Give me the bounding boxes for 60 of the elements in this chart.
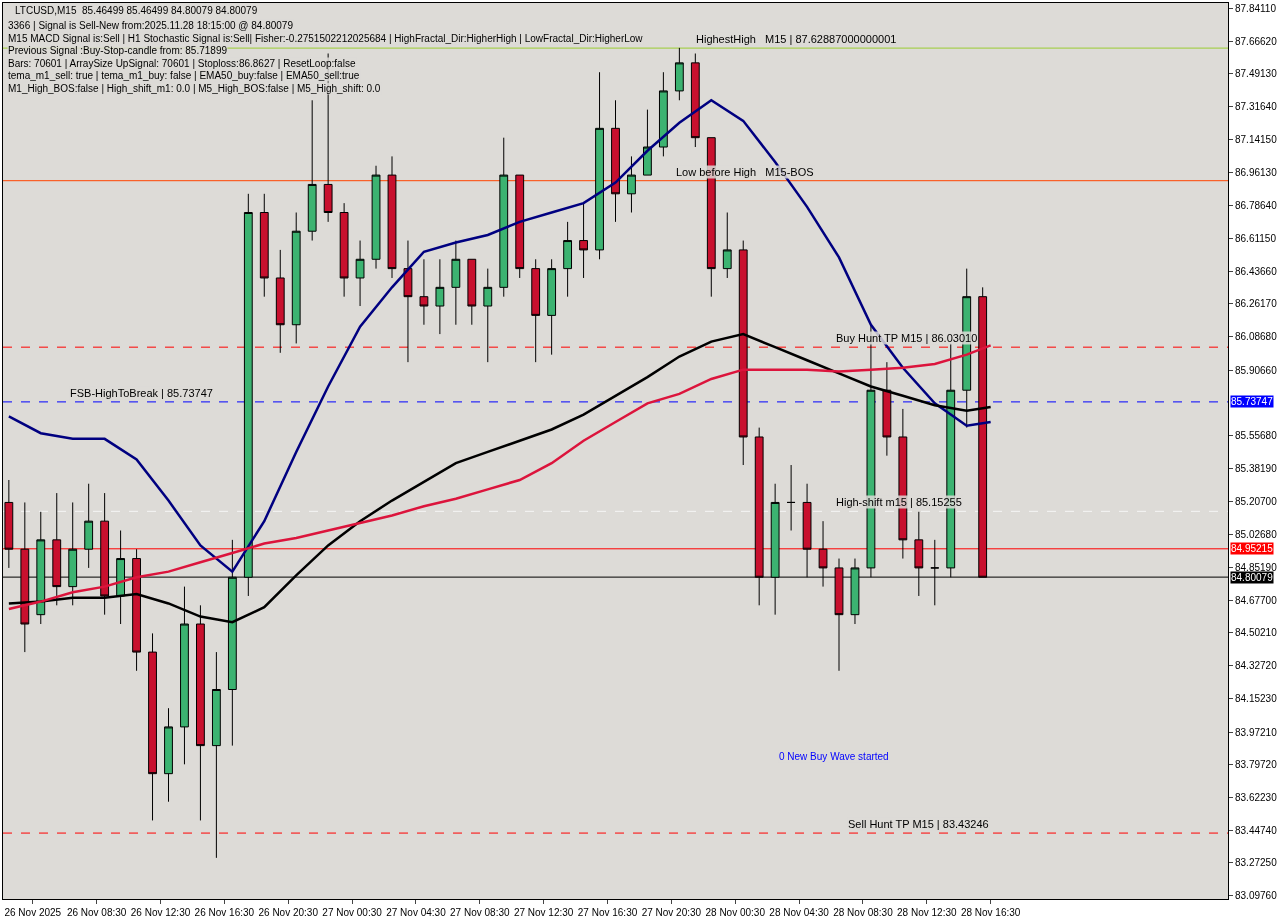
x-tick-label: 26 Nov 20:30 (258, 907, 319, 918)
y-tick-label: 87.66620 (1235, 35, 1278, 47)
y-tick-label: 85.20700 (1235, 495, 1278, 507)
annotation: Previous Signal :Buy-Stop-candle from: 85.71899 (8, 45, 228, 56)
x-tick-label: 28 Nov 00:30 (705, 907, 766, 918)
y-tick-label: 87.49130 (1235, 68, 1278, 80)
y-tick-label: 85.38190 (1235, 462, 1278, 474)
annotation: 3366 | Signal is Sell-New from:2025.11.28 18:15:00 @ 84.80079 (8, 20, 294, 31)
annotation: M15 MACD Signal is:Sell | H1 Stochastic Signal is:Sell| Fisher:-0.2751502212025684 | HighFractal_Dir:HigherHigh | LowFractal_Dir:HigherLow (8, 33, 644, 44)
x-tick-label: 27 Nov 04:30 (386, 907, 447, 918)
x-tick-label: 28 Nov 12:30 (897, 907, 957, 918)
y-tick-label: 83.97210 (1235, 726, 1278, 738)
y-tick-label: 87.84110 (1235, 2, 1277, 14)
y-tick-label: 83.44740 (1235, 824, 1278, 836)
y-tick-label: 84.32720 (1235, 660, 1278, 672)
y-tick-label: 87.14150 (1235, 133, 1278, 145)
x-tick-label: 26 Nov 16:30 (194, 907, 255, 918)
annotation: Buy Hunt TP M15 | 86.03010 (836, 332, 978, 344)
annotation: High-shift m15 | 85.15255 (836, 496, 962, 508)
y-tick-label: 85.90660 (1235, 364, 1278, 376)
x-tick-label: 27 Nov 20:30 (641, 907, 702, 918)
x-tick-label: 26 Nov 08:30 (66, 907, 127, 918)
y-tick-label: 84.15230 (1235, 692, 1278, 704)
annotation: 0 New Buy Wave started (779, 751, 889, 762)
ref-line-label: 84.80079 (1231, 572, 1274, 583)
chart-title: LTCUSD,M15 85.46499 85.46499 84.80079 84.80079 (15, 4, 258, 16)
y-tick-label: 86.78640 (1235, 200, 1278, 212)
annotation: tema_m1_sell: true | tema_m1_buy: false | EMA50_buy:false | EMA50_sell:true (8, 70, 360, 81)
y-tick-label: 83.27250 (1235, 857, 1278, 869)
annotation: FSB-HighToBreak | 85.73747 (70, 387, 213, 399)
y-tick-label: 87.31640 (1235, 101, 1278, 113)
x-tick-label: 27 Nov 00:30 (322, 907, 383, 918)
annotation: Sell Hunt TP M15 | 83.43246 (848, 818, 989, 830)
ref-line-label: 85.73747 (1231, 396, 1274, 407)
x-tick-label: 26 Nov 12:30 (130, 907, 191, 918)
y-tick-label: 84.67700 (1235, 594, 1278, 606)
x-tick-label: 26 Nov 2025 (4, 907, 62, 918)
x-tick-label: 28 Nov 04:30 (769, 907, 830, 918)
ref-line-label: 84.95215 (1231, 543, 1274, 554)
y-tick-label: 86.08680 (1235, 331, 1278, 343)
y-tick-label: 86.26170 (1235, 298, 1278, 310)
annotation: Low before High M15-BOS (676, 166, 814, 178)
annotation: Bars: 70601 | ArraySize UpSignal: 70601 | Stoploss:86.8627 | ResetLoop:false (8, 58, 356, 69)
y-tick-label: 86.43660 (1235, 265, 1278, 277)
y-tick-label: 84.50210 (1235, 627, 1278, 639)
y-tick-label: 85.02680 (1235, 529, 1278, 541)
y-tick-label: 86.96130 (1235, 167, 1278, 179)
x-tick-label: 27 Nov 12:30 (513, 907, 574, 918)
y-tick-label: 84.85190 (1235, 562, 1278, 574)
y-tick-label: 86.61150 (1235, 232, 1277, 244)
y-tick-label: 83.79720 (1235, 759, 1278, 771)
x-tick-label: 28 Nov 16:30 (960, 907, 1021, 918)
y-tick-label: 83.62230 (1235, 792, 1278, 804)
y-tick-label: 83.09760 (1235, 890, 1278, 902)
annotation: HighestHigh M15 | 87.62887000000001 (696, 33, 897, 45)
x-tick-label: 27 Nov 16:30 (577, 907, 638, 918)
annotation: M1_High_BOS:false | High_shift_m1: 0.0 | M5_High_BOS:false | M5_High_shift: 0.0 (8, 83, 381, 94)
y-tick-label: 85.55680 (1235, 430, 1278, 442)
x-tick-label: 28 Nov 08:30 (833, 907, 894, 918)
x-tick-label: 27 Nov 08:30 (450, 907, 510, 918)
